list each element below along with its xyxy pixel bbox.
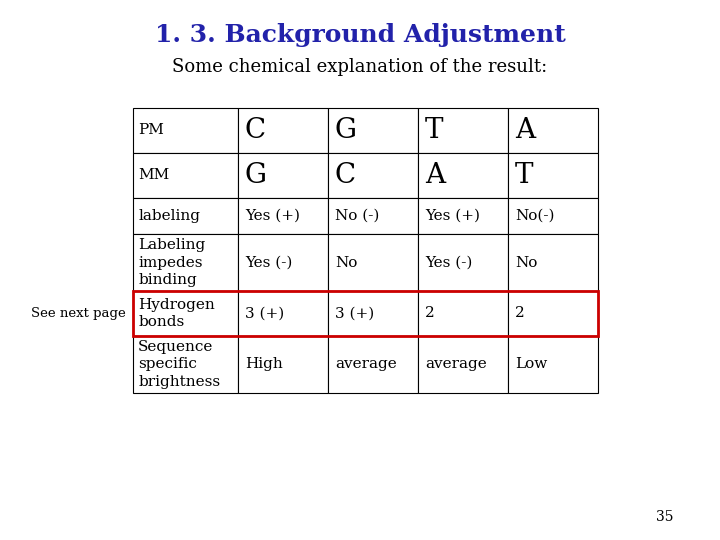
Text: See next page: See next page [31,307,126,320]
Bar [238,291,328,336]
Bar [133,291,598,336]
Text: A: A [425,161,445,188]
Text: G: G [245,161,267,188]
Bar [508,234,598,291]
Text: Some chemical explanation of the result:: Some chemical explanation of the result: [172,58,548,77]
Bar [328,234,418,291]
Bar [133,108,238,153]
Bar [328,336,418,393]
Bar [418,198,508,234]
Text: High: High [245,357,282,371]
Bar [508,336,598,393]
Bar [328,153,418,198]
Text: T: T [515,161,534,188]
Bar [418,108,508,153]
Text: Yes (+): Yes (+) [245,209,300,223]
Bar [508,291,598,336]
Bar [418,153,508,198]
Bar [508,198,598,234]
Bar [418,336,508,393]
Bar [133,291,238,336]
Bar [133,336,238,393]
Text: 1. 3. Background Adjustment: 1. 3. Background Adjustment [155,23,565,47]
Bar [508,153,598,198]
Text: No (-): No (-) [335,209,379,223]
Text: G: G [335,117,357,144]
Bar [328,291,418,336]
Text: C: C [245,117,266,144]
Bar [238,153,328,198]
Bar [328,198,418,234]
Text: Labeling
impedes
binding: Labeling impedes binding [138,238,205,287]
Bar [238,336,328,393]
Text: Low: Low [515,357,547,371]
Text: Yes (-): Yes (-) [425,256,472,269]
Text: T: T [425,117,444,144]
Text: 3 (+): 3 (+) [335,307,374,320]
Text: No: No [335,256,357,269]
Text: 35: 35 [656,510,673,524]
Bar [418,291,508,336]
Text: No: No [515,256,537,269]
Bar [418,234,508,291]
Text: Yes (+): Yes (+) [425,209,480,223]
Text: Yes (-): Yes (-) [245,256,292,269]
Bar [238,108,328,153]
Text: average: average [335,357,397,371]
Text: MM: MM [138,168,169,182]
Text: A: A [515,117,535,144]
Text: Hydrogen
bonds: Hydrogen bonds [138,298,215,329]
Text: No(-): No(-) [515,209,554,223]
Bar [328,108,418,153]
Text: labeling: labeling [138,209,200,223]
Bar [238,234,328,291]
Bar [133,234,238,291]
Text: Sequence
specific
brightness: Sequence specific brightness [138,340,220,388]
Text: average: average [425,357,487,371]
Text: PM: PM [138,124,164,137]
Text: 2: 2 [425,307,435,320]
Bar [133,153,238,198]
Bar [133,198,238,234]
Text: 2: 2 [515,307,525,320]
Text: C: C [335,161,356,188]
Text: 3 (+): 3 (+) [245,307,284,320]
Bar [238,198,328,234]
Bar [508,108,598,153]
